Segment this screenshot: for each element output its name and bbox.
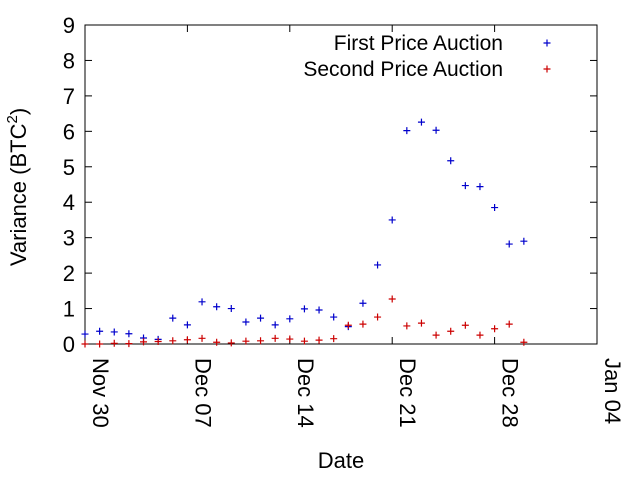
- x-tick-label: Dec 21: [395, 358, 420, 428]
- data-point: [242, 318, 250, 326]
- series-second-price: [81, 295, 528, 348]
- data-point: [183, 321, 191, 329]
- data-point: [213, 303, 221, 311]
- data-point: [154, 338, 162, 346]
- data-point: [315, 306, 323, 314]
- data-point: [403, 127, 411, 135]
- data-point: [286, 335, 294, 343]
- data-point: [330, 313, 338, 321]
- data-point: [388, 216, 396, 224]
- y-tick-label: 6: [63, 119, 75, 144]
- data-point: [125, 340, 133, 348]
- data-point: [403, 322, 411, 330]
- legend-label: First Price Auction: [334, 32, 503, 55]
- x-tick-label: Jan 04: [600, 358, 625, 424]
- data-point: [432, 331, 440, 339]
- data-point: [491, 325, 499, 333]
- data-point: [227, 339, 235, 347]
- data-point: [417, 319, 425, 327]
- data-point: [505, 320, 513, 328]
- data-point: [140, 338, 148, 346]
- y-axis-title: Variance (BTC2): [4, 108, 31, 266]
- data-point: [271, 321, 279, 329]
- data-point: [461, 182, 469, 190]
- data-point: [491, 204, 499, 212]
- data-point: [227, 305, 235, 313]
- x-axis-title: Date: [318, 448, 364, 473]
- data-point: [374, 313, 382, 321]
- data-point: [388, 295, 396, 303]
- data-point: [257, 337, 265, 345]
- data-marks: [81, 118, 528, 348]
- y-tick-label: 9: [63, 13, 75, 38]
- data-point: [520, 338, 528, 346]
- y-tick-label: 4: [63, 190, 75, 215]
- data-point: [286, 315, 294, 323]
- data-point: [476, 331, 484, 339]
- legend-marker: [543, 65, 551, 73]
- data-point: [432, 126, 440, 134]
- y-tick-label: 5: [63, 155, 75, 180]
- data-point: [169, 337, 177, 345]
- data-point: [461, 321, 469, 329]
- axis-ticks: 0 1 2 3 4 5 6 7 8 9 Nov 30 Dec 07 Dec 14 Dec 21 Dec 28…: [63, 13, 625, 428]
- legend-marker: [543, 39, 551, 47]
- data-point: [447, 157, 455, 165]
- data-point: [96, 340, 104, 348]
- data-point: [330, 335, 338, 343]
- y-tick-label: 1: [63, 297, 75, 322]
- data-point: [110, 328, 118, 336]
- data-point: [198, 298, 206, 306]
- data-point: [271, 334, 279, 342]
- x-tick-label: Dec 07: [190, 358, 215, 428]
- y-tick-label: 8: [63, 48, 75, 73]
- y-axis-title-superscript: 2: [4, 115, 21, 123]
- data-point: [417, 118, 425, 126]
- data-point: [257, 314, 265, 322]
- data-point: [242, 337, 250, 345]
- y-axis-title-main: Variance (BTC: [6, 123, 31, 266]
- data-point: [520, 237, 528, 245]
- x-tick-label: Dec 14: [293, 358, 318, 428]
- data-point: [110, 339, 118, 347]
- data-point: [198, 334, 206, 342]
- data-point: [300, 305, 308, 313]
- data-point: [81, 330, 89, 338]
- series-first-price: [81, 118, 528, 343]
- legend-label: Second Price Auction: [303, 58, 503, 81]
- y-tick-label: 7: [63, 84, 75, 109]
- y-axis-title-close: ): [6, 108, 31, 115]
- data-point: [213, 338, 221, 346]
- data-point: [344, 321, 352, 329]
- data-point: [81, 340, 89, 348]
- plot-frame: [84, 24, 598, 345]
- data-point: [374, 261, 382, 269]
- data-point: [300, 337, 308, 345]
- data-point: [183, 336, 191, 344]
- data-point: [96, 327, 104, 335]
- y-tick-label: 0: [63, 332, 75, 357]
- legend: First Price Auction Second Price Auction: [303, 32, 551, 81]
- data-point: [315, 336, 323, 344]
- data-point: [476, 183, 484, 191]
- x-tick-label: Dec 28: [498, 358, 523, 428]
- data-point: [447, 327, 455, 335]
- data-point: [125, 330, 133, 338]
- data-point: [169, 314, 177, 322]
- data-point: [505, 240, 513, 248]
- data-point: [359, 299, 367, 307]
- y-tick-label: 3: [63, 226, 75, 251]
- y-tick-label: 2: [63, 261, 75, 286]
- x-tick-label: Nov 30: [88, 358, 113, 428]
- data-point: [359, 320, 367, 328]
